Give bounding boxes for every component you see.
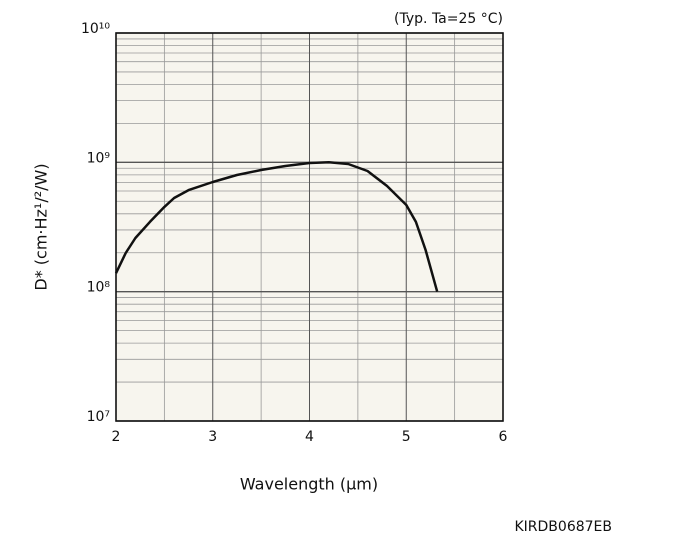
x-tick-label: 3	[208, 429, 217, 445]
figure-code: KIRDB0687EB	[514, 519, 612, 535]
plot-frame	[115, 32, 504, 422]
x-tick-label: 5	[402, 429, 411, 445]
y-tick-label: 10¹⁰	[81, 21, 110, 37]
y-tick-label: 10⁷	[87, 409, 110, 425]
y-tick-label: 10⁸	[87, 280, 111, 296]
x-axis-label: Wavelength (μm)	[240, 475, 378, 494]
y-axis-label: D* (cm·Hz¹/²/W)	[32, 163, 51, 290]
annotation: (Typ. Ta=25 °C)	[394, 11, 503, 27]
y-tick-label: 10⁹	[87, 150, 111, 166]
x-tick-label: 6	[499, 429, 508, 445]
x-tick-label: 2	[112, 429, 121, 445]
line	[114, 161, 439, 293]
x-tick-label: 4	[305, 429, 314, 445]
